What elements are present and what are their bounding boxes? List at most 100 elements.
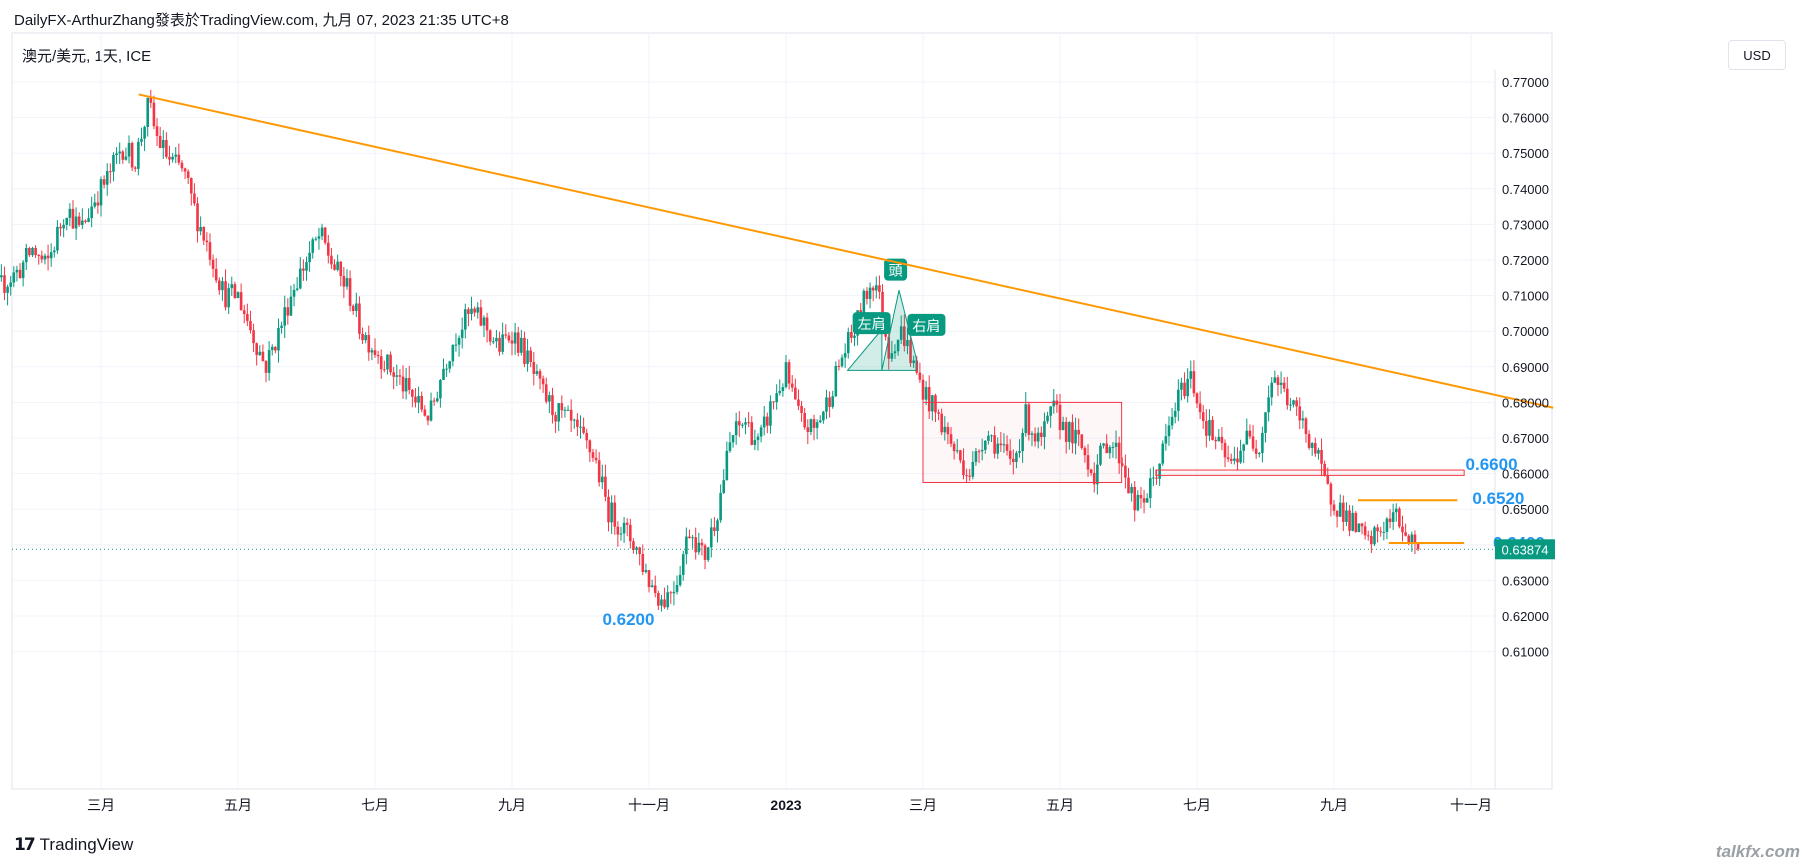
candle-body — [211, 259, 215, 269]
y-tick-label: 0.65000 — [1502, 502, 1549, 517]
pattern-label: 頭 — [889, 263, 903, 279]
y-tick-label: 0.63000 — [1502, 573, 1549, 588]
candle-body — [800, 405, 803, 413]
candle-body — [1148, 478, 1152, 499]
candle-body — [741, 424, 744, 426]
candle-body — [37, 255, 41, 257]
candle-body — [1310, 443, 1314, 448]
candle-body — [460, 329, 464, 338]
candle-body — [1052, 400, 1056, 407]
candle-body — [379, 356, 383, 370]
candle-body — [946, 426, 950, 435]
candle-body — [641, 554, 645, 572]
candle-body — [1242, 444, 1246, 451]
candle-body — [199, 226, 202, 232]
candle-body — [1136, 494, 1140, 511]
level-label: 0.6520 — [1472, 489, 1524, 508]
candle-body — [277, 328, 280, 351]
candle-body — [722, 480, 726, 493]
candle-body — [622, 522, 626, 534]
candle-body — [544, 384, 548, 402]
candle-body — [77, 216, 81, 225]
pattern-label: 右肩 — [912, 318, 940, 334]
candle-body — [152, 102, 156, 127]
time-axis[interactable]: 三月 五月 七月 九月 十一月 2023 三月 五月 七月 九月 十一月 — [87, 797, 1492, 813]
candle-body — [252, 330, 255, 344]
candle-body — [582, 426, 585, 433]
brand-name: TradingView — [39, 835, 134, 854]
candle-body — [1317, 449, 1320, 454]
candle-body — [364, 335, 367, 341]
y-tick-label: 0.77000 — [1502, 75, 1549, 90]
candle-body — [0, 275, 3, 278]
candle-body — [663, 599, 666, 608]
candle-body — [1289, 404, 1292, 406]
candle-body — [473, 308, 476, 313]
candle-body — [208, 242, 212, 260]
candle-body — [1120, 463, 1124, 466]
candle-body — [931, 395, 934, 412]
candle-body — [435, 398, 439, 402]
pattern-label: 左肩 — [858, 316, 886, 332]
candle-body — [127, 142, 131, 157]
candle-body — [488, 330, 492, 342]
candle-body — [196, 203, 199, 232]
candle-body — [831, 396, 835, 407]
candle-body — [1254, 448, 1258, 454]
y-tick-label: 0.69000 — [1502, 360, 1549, 375]
candle-body — [1251, 436, 1255, 449]
currency-button[interactable]: USD — [1728, 40, 1786, 70]
candle-body — [915, 360, 919, 373]
candle-body — [706, 547, 710, 560]
candle-body — [236, 292, 240, 299]
candle-body — [728, 442, 732, 451]
x-tick-label: 五月 — [224, 797, 252, 813]
candle-body — [1164, 436, 1168, 444]
candle-body — [1183, 382, 1186, 397]
tradingview-brand[interactable]: 17 TradingView — [14, 835, 133, 855]
candle-body — [825, 397, 828, 412]
candle-body — [878, 285, 881, 292]
candle-body — [937, 412, 940, 414]
candle-body — [672, 591, 676, 594]
candle-body — [815, 422, 819, 428]
candle-body — [1167, 425, 1171, 437]
candle-body — [56, 226, 59, 251]
candle-body — [34, 247, 37, 256]
symbol-label[interactable]: 澳元/美元, 1天, ICE — [22, 48, 152, 65]
candle-body — [470, 308, 473, 314]
candle-body — [803, 412, 806, 428]
candle-body — [432, 400, 436, 402]
candle-body — [202, 226, 206, 241]
candle-body — [1217, 436, 1221, 442]
candle-body — [1239, 450, 1242, 463]
y-tick-label: 0.68000 — [1502, 395, 1549, 410]
candle-body — [1354, 512, 1358, 532]
candle-body — [1142, 498, 1146, 503]
candle-body — [1226, 457, 1230, 459]
candle-body — [155, 126, 159, 136]
candle-body — [218, 280, 221, 291]
candle-body — [1264, 412, 1267, 433]
candle-body — [927, 387, 931, 412]
candle-body — [990, 435, 993, 437]
candle-body — [246, 313, 249, 321]
candle-body — [1370, 536, 1373, 545]
candle-body — [762, 416, 766, 428]
candle-body — [255, 343, 258, 355]
candle-body — [1027, 404, 1031, 435]
price-axis[interactable]: 0.610000.620000.630000.640000.650000.660… — [1495, 75, 1555, 660]
candle-body — [1373, 527, 1376, 545]
candle-body — [180, 162, 184, 169]
candle-body — [613, 502, 617, 527]
candle-body — [479, 307, 483, 326]
x-tick-label: 2023 — [770, 797, 801, 813]
candle-body — [370, 350, 374, 353]
candle-body — [1338, 502, 1342, 517]
candle-body — [1332, 504, 1336, 511]
candle-body — [165, 140, 168, 157]
candle-body — [420, 396, 424, 410]
candle-body — [233, 284, 237, 299]
candle-body — [778, 391, 782, 394]
